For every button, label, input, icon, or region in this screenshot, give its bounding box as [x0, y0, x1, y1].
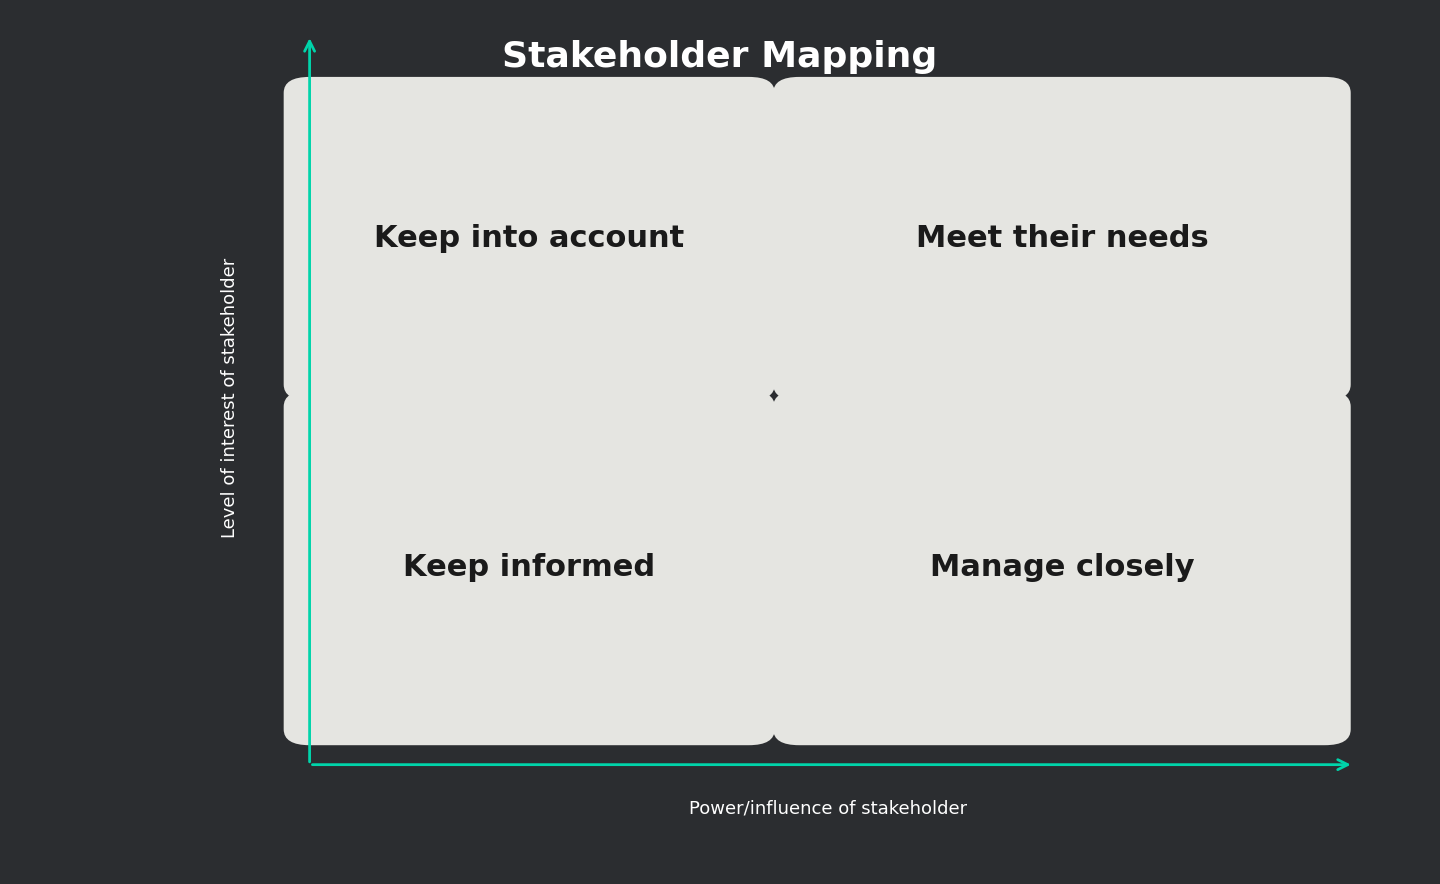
Text: Keep into account: Keep into account	[374, 225, 684, 253]
Text: Keep informed: Keep informed	[403, 553, 655, 583]
Text: Meet their needs: Meet their needs	[916, 225, 1208, 253]
Text: Level of interest of stakeholder: Level of interest of stakeholder	[222, 257, 239, 538]
FancyBboxPatch shape	[284, 77, 775, 400]
Text: Stakeholder Mapping: Stakeholder Mapping	[503, 40, 937, 73]
FancyBboxPatch shape	[773, 391, 1351, 745]
Text: Manage closely: Manage closely	[930, 553, 1194, 583]
FancyBboxPatch shape	[773, 77, 1351, 400]
Text: Power/influence of stakeholder: Power/influence of stakeholder	[688, 800, 968, 818]
FancyBboxPatch shape	[284, 391, 775, 745]
